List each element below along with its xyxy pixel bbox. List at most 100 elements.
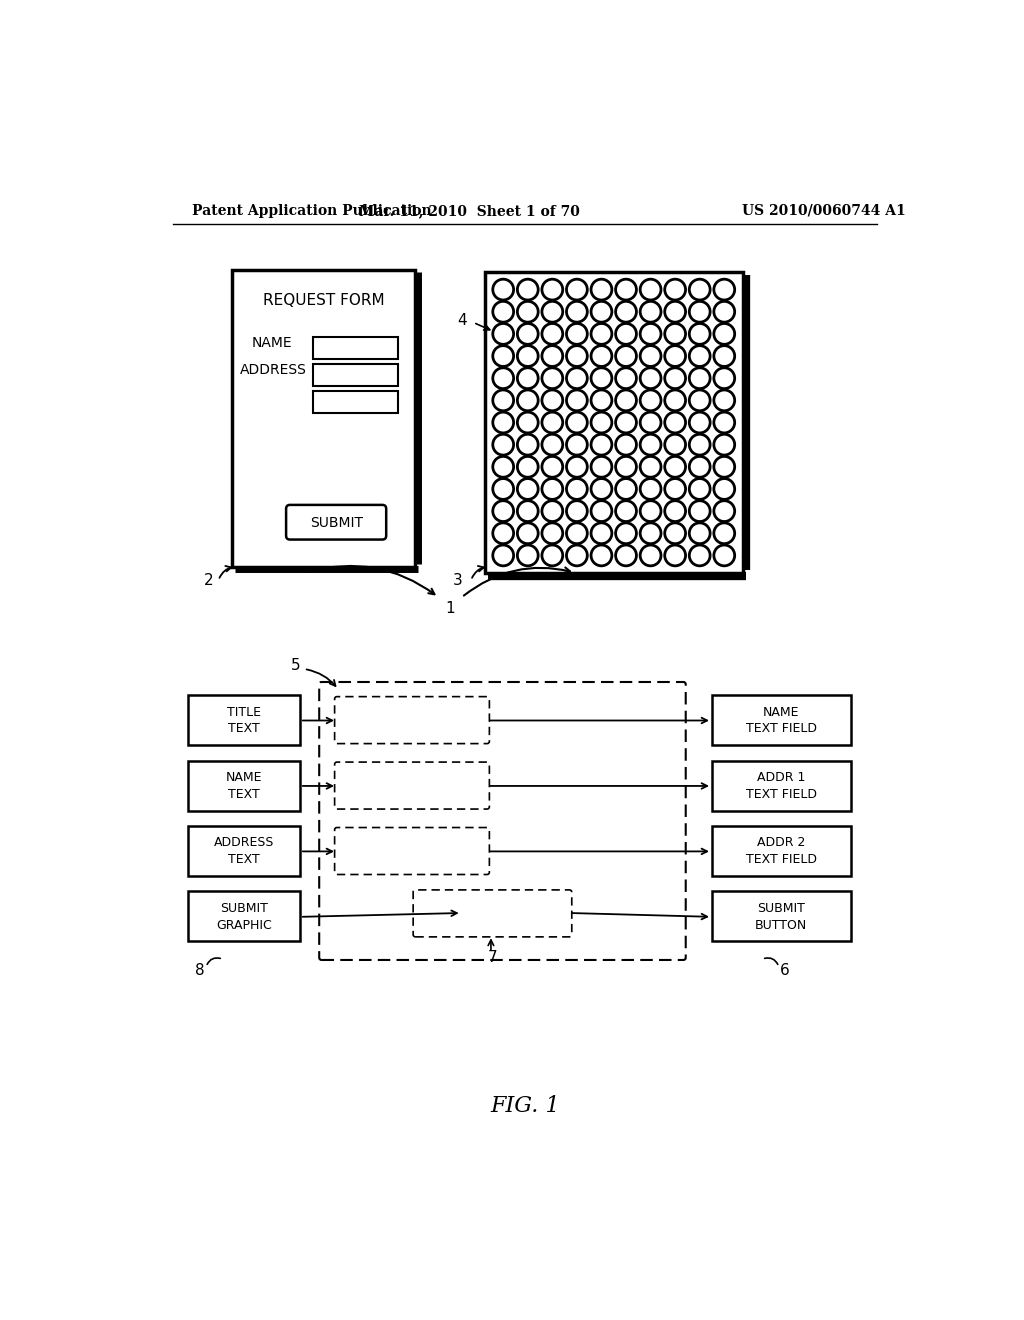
- Circle shape: [714, 412, 734, 433]
- Text: 7: 7: [487, 950, 498, 965]
- Circle shape: [591, 323, 612, 345]
- Circle shape: [689, 301, 710, 322]
- Circle shape: [665, 368, 685, 388]
- Circle shape: [493, 412, 514, 433]
- Circle shape: [615, 457, 637, 478]
- Circle shape: [665, 301, 685, 322]
- Circle shape: [566, 434, 588, 455]
- Circle shape: [714, 434, 734, 455]
- Bar: [712, 760, 851, 810]
- Circle shape: [591, 280, 612, 300]
- Circle shape: [714, 457, 734, 478]
- Circle shape: [566, 545, 588, 566]
- Text: TITLE
TEXT: TITLE TEXT: [227, 705, 261, 735]
- Circle shape: [542, 346, 563, 367]
- Text: 3: 3: [453, 573, 463, 587]
- Circle shape: [665, 389, 685, 411]
- Circle shape: [640, 412, 660, 433]
- Circle shape: [493, 368, 514, 388]
- Circle shape: [517, 412, 539, 433]
- Circle shape: [714, 479, 734, 499]
- Text: 5: 5: [291, 657, 301, 673]
- Circle shape: [714, 280, 734, 300]
- Circle shape: [714, 346, 734, 367]
- Circle shape: [517, 434, 539, 455]
- Circle shape: [665, 412, 685, 433]
- Circle shape: [689, 412, 710, 433]
- Circle shape: [517, 523, 539, 544]
- Circle shape: [591, 479, 612, 499]
- Circle shape: [493, 457, 514, 478]
- Circle shape: [640, 457, 660, 478]
- Circle shape: [493, 523, 514, 544]
- Circle shape: [542, 389, 563, 411]
- Circle shape: [689, 280, 710, 300]
- Circle shape: [591, 368, 612, 388]
- Bar: [313, 364, 397, 385]
- Text: SUBMIT
BUTTON: SUBMIT BUTTON: [755, 902, 807, 932]
- Circle shape: [566, 389, 588, 411]
- Circle shape: [640, 523, 660, 544]
- Circle shape: [542, 457, 563, 478]
- Circle shape: [640, 434, 660, 455]
- Text: Patent Application Publication: Patent Application Publication: [193, 203, 432, 218]
- Circle shape: [689, 523, 710, 544]
- Circle shape: [566, 500, 588, 521]
- Text: ADDRESS
TEXT: ADDRESS TEXT: [214, 837, 274, 866]
- FancyBboxPatch shape: [286, 506, 386, 540]
- Circle shape: [542, 523, 563, 544]
- Circle shape: [640, 545, 660, 566]
- Circle shape: [689, 323, 710, 345]
- Circle shape: [615, 434, 637, 455]
- Circle shape: [615, 368, 637, 388]
- Text: 8: 8: [195, 964, 205, 978]
- Circle shape: [665, 434, 685, 455]
- Circle shape: [615, 389, 637, 411]
- Circle shape: [689, 479, 710, 499]
- Text: NAME
TEXT FIELD: NAME TEXT FIELD: [745, 705, 817, 735]
- Circle shape: [615, 545, 637, 566]
- Circle shape: [493, 434, 514, 455]
- Circle shape: [714, 368, 734, 388]
- Circle shape: [542, 368, 563, 388]
- Circle shape: [640, 479, 660, 499]
- Text: Mar. 11, 2010  Sheet 1 of 70: Mar. 11, 2010 Sheet 1 of 70: [359, 203, 580, 218]
- Circle shape: [591, 346, 612, 367]
- Circle shape: [665, 457, 685, 478]
- Circle shape: [566, 412, 588, 433]
- Circle shape: [689, 346, 710, 367]
- Text: FIG. 1: FIG. 1: [490, 1094, 559, 1117]
- Text: ADDR 1
TEXT FIELD: ADDR 1 TEXT FIELD: [745, 771, 817, 801]
- Text: SUBMIT: SUBMIT: [309, 516, 362, 529]
- Bar: [484, 272, 742, 573]
- Circle shape: [517, 479, 539, 499]
- Circle shape: [665, 323, 685, 345]
- Circle shape: [591, 457, 612, 478]
- Circle shape: [493, 389, 514, 411]
- Circle shape: [566, 323, 588, 345]
- Text: ADDRESS: ADDRESS: [240, 363, 307, 378]
- Circle shape: [493, 545, 514, 566]
- Circle shape: [517, 301, 539, 322]
- Circle shape: [640, 368, 660, 388]
- Circle shape: [640, 301, 660, 322]
- Circle shape: [517, 457, 539, 478]
- Circle shape: [615, 346, 637, 367]
- Bar: [712, 891, 851, 941]
- Circle shape: [615, 301, 637, 322]
- Circle shape: [714, 389, 734, 411]
- Circle shape: [542, 479, 563, 499]
- Circle shape: [517, 389, 539, 411]
- Circle shape: [517, 346, 539, 367]
- Circle shape: [493, 280, 514, 300]
- Circle shape: [542, 301, 563, 322]
- Text: SUBMIT
GRAPHIC: SUBMIT GRAPHIC: [216, 902, 272, 932]
- Circle shape: [689, 434, 710, 455]
- Text: 6: 6: [780, 964, 790, 978]
- Circle shape: [542, 434, 563, 455]
- Circle shape: [493, 346, 514, 367]
- Circle shape: [689, 368, 710, 388]
- Text: US 2010/0060744 A1: US 2010/0060744 A1: [741, 203, 905, 218]
- Circle shape: [517, 280, 539, 300]
- Circle shape: [640, 280, 660, 300]
